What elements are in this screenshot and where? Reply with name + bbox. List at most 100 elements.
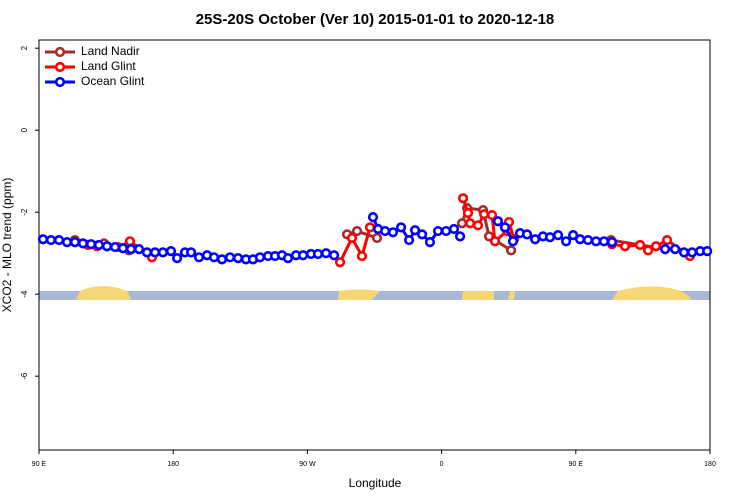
data-point xyxy=(489,236,501,247)
data-point xyxy=(575,234,586,245)
data-point xyxy=(101,241,113,252)
data-point xyxy=(232,253,244,264)
data-point xyxy=(448,223,460,235)
data-point xyxy=(364,222,376,233)
plot-frame xyxy=(38,39,711,451)
y-tick-label: -2 xyxy=(20,208,29,216)
data-point xyxy=(464,218,476,229)
x-tick-label: 0 xyxy=(440,461,444,468)
data-point xyxy=(69,237,81,248)
data-point xyxy=(254,252,266,263)
data-point xyxy=(552,230,564,241)
data-point xyxy=(93,239,105,251)
data-point xyxy=(424,237,436,248)
data-point xyxy=(53,234,65,246)
data-point xyxy=(312,248,324,260)
data-point xyxy=(643,245,654,256)
y-tick-label: 2 xyxy=(20,45,29,50)
data-point xyxy=(454,231,466,242)
data-point xyxy=(149,247,161,258)
y-tick-label: 0 xyxy=(20,127,29,132)
data-point xyxy=(351,225,363,237)
data-point xyxy=(619,241,631,252)
y-axis-label: XCO2 - MLO trend (ppm) xyxy=(0,178,14,313)
data-point xyxy=(521,229,533,240)
data-point xyxy=(544,232,556,243)
data-point xyxy=(432,225,444,237)
x-tick-label: 90 E xyxy=(569,461,584,468)
data-point xyxy=(133,244,145,255)
x-tick-label: 180 xyxy=(167,461,179,468)
data-point xyxy=(478,209,490,220)
legend-marker xyxy=(54,76,66,88)
data-point xyxy=(185,247,197,258)
data-point xyxy=(678,247,690,258)
data-point xyxy=(457,193,469,204)
data-point xyxy=(507,236,519,247)
data-point xyxy=(379,225,391,237)
data-point xyxy=(124,236,136,247)
legend-marker xyxy=(54,61,66,73)
data-point xyxy=(598,236,610,247)
data-point xyxy=(37,234,49,245)
x-tick-label: 90 E xyxy=(32,461,47,468)
chart-title: 25S-20S October (Ver 10) 2015-01-01 to 2… xyxy=(196,11,555,28)
data-point xyxy=(529,234,541,245)
data-point xyxy=(117,243,129,254)
data-point xyxy=(171,253,183,264)
x-axis-label: Longitude xyxy=(349,476,402,490)
data-point xyxy=(472,220,484,231)
y-tick-label: -6 xyxy=(20,372,29,380)
data-point xyxy=(109,241,121,253)
data-point xyxy=(367,212,379,223)
data-point xyxy=(416,229,428,240)
data-point xyxy=(661,234,673,246)
data-point xyxy=(193,252,205,263)
legend-label: Land Glint xyxy=(81,59,136,73)
data-point xyxy=(224,252,236,263)
data-point xyxy=(77,238,89,249)
data-point xyxy=(216,254,228,265)
data-point xyxy=(582,234,594,246)
data-point xyxy=(634,239,646,251)
data-point xyxy=(85,239,97,250)
data-point xyxy=(141,247,153,258)
data-point xyxy=(165,246,177,257)
map-strip xyxy=(39,286,710,300)
data-point xyxy=(157,247,169,258)
data-point xyxy=(440,225,452,237)
legend-label: Land Nadir xyxy=(81,44,140,58)
data-point xyxy=(462,207,474,219)
data-point xyxy=(492,216,504,227)
data-point xyxy=(395,222,407,233)
data-point xyxy=(660,244,671,255)
data-point xyxy=(409,225,421,236)
data-point xyxy=(486,209,498,221)
data-point xyxy=(590,236,602,247)
data-point xyxy=(297,250,309,261)
data-point xyxy=(505,245,517,256)
data-point xyxy=(320,248,332,259)
data-point xyxy=(61,237,73,248)
data-point xyxy=(371,232,383,244)
data-point xyxy=(561,236,572,247)
data-point xyxy=(568,230,579,241)
y-tick-label: -4 xyxy=(20,290,29,298)
legend-label: Ocean Glint xyxy=(81,74,145,88)
data-point xyxy=(346,232,358,244)
data-point xyxy=(356,250,368,262)
x-tick-label: 90 W xyxy=(299,461,316,468)
x-tick-label: 180 xyxy=(704,461,716,468)
data-point xyxy=(403,234,415,246)
data-point xyxy=(125,244,137,255)
data-point xyxy=(499,222,511,233)
data-point xyxy=(687,247,698,258)
legend-marker xyxy=(54,46,66,58)
data-point xyxy=(282,253,294,264)
data-point xyxy=(456,218,468,229)
data-point xyxy=(208,252,220,263)
data-point xyxy=(45,234,57,246)
data-point xyxy=(606,237,618,248)
data-point xyxy=(670,244,681,255)
data-point xyxy=(387,227,399,238)
